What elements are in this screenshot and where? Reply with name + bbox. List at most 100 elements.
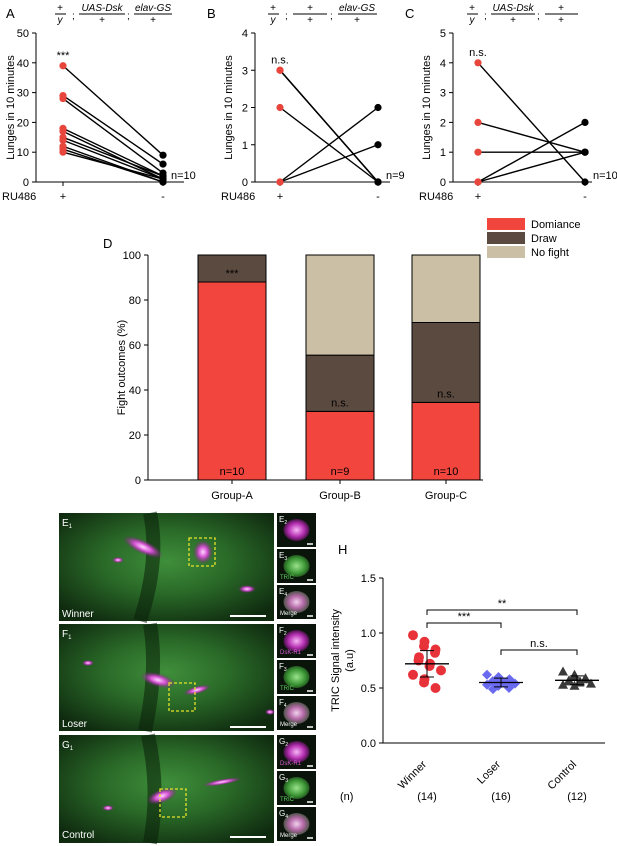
inset-channel-label: DsK-R1 [280,761,302,767]
data-point-control [558,666,568,676]
comparison-label: *** [458,611,472,623]
pair-line [62,65,164,156]
y-tick-label: 60 [129,340,141,352]
x-tick-label: Loser [475,758,503,786]
data-point-treated [59,148,67,156]
signal-cluster [183,684,211,696]
chart-panel-h: 0.0 0.5 1.0 1.5 TRIC Signal intensity (a.u) Wi… [330,573,605,803]
inset-label: G4 [279,809,288,820]
geno-b-sep-2: ; [330,11,333,22]
genotype-b: + y ; + + ; elav-GS + [268,3,377,26]
x-tick-label: + [60,191,66,203]
pair-line [62,136,164,177]
significance-label: *** [226,268,240,280]
panel-letter-c: C [405,6,414,21]
micrograph-e1 [59,513,274,621]
significance-label: n.s. [271,54,289,66]
inset-signal [283,777,310,799]
inset-signal [283,741,310,763]
inset-label: F3 [279,662,287,673]
microscopy-row-control: G1 Control [59,733,274,845]
data-point-control [581,148,589,156]
region-of-interest-box [168,682,196,712]
n-count-label: (14) [417,791,437,803]
panel-letter-b: B [207,6,216,21]
inset-signal [283,591,310,613]
x-tick-label: - [161,191,165,203]
inset-signal [283,666,310,688]
inset-label: G3 [279,773,288,784]
chart-panel-a: 0 10 20 30 40 50 + - RU486 Lunges in 10 minutes **… [2,28,196,203]
x-tick-label: Winner [396,758,429,791]
data-point-control [581,118,589,126]
bar-segment-draw [305,354,375,412]
y-tick-label: 2 [242,103,248,115]
y-tick-label: 1.0 [361,628,376,640]
inset-label: F4 [279,698,287,709]
signal-cluster [102,805,114,811]
inset-label: E4 [279,587,287,598]
y-tick-label: 40 [17,58,29,70]
signal-cluster [140,671,176,689]
comparison-label: n.s. [530,638,548,650]
pair-line [279,106,379,183]
geno-a-3-top: elav-GS [135,3,171,14]
geno-a-2-bottom: + [99,15,105,26]
y-axis-label: TRIC Signal intensity [330,609,342,712]
data-point-control [569,680,580,690]
y-tick-label: 2 [440,117,446,129]
significance-label: n.s. [437,388,455,400]
x-tick-label: + [475,191,481,203]
inset-channel-label: TRIC [280,575,295,581]
data-point-treated [474,118,482,126]
y-tick-label: 20 [17,117,29,129]
tissue-midline [133,511,161,624]
pair-line [62,139,164,180]
inset-channel-label: TRIC [280,797,295,803]
data-point-winner [436,665,446,676]
y-tick-label: 40 [129,385,141,397]
n-count-label: (12) [567,791,587,803]
data-point-control [586,678,596,688]
y-tick-label: 1.5 [361,573,376,585]
data-point-winner [430,683,441,693]
bar-segment-domiance [411,401,481,481]
y-axis-label: Lunges in 10 minutes [5,55,17,160]
comparison-bracket [426,622,502,628]
microscopy-row-loser: F1 Loser [59,622,275,733]
comparison-bracket [500,649,578,655]
significance-label: *** [57,50,71,62]
inset-channel-label: TRIC [280,686,295,692]
legend-label: No fight [531,247,569,259]
n-label: n=9 [331,466,350,478]
geno-b-2-top: + [307,3,313,14]
panel-letter-h: H [338,542,347,557]
geno-c-sep-2: ; [537,11,540,22]
pair-line [477,62,586,183]
micrograph-label-e1: E1 [62,518,73,530]
n-label: n=10 [220,466,245,478]
signal-cluster [82,660,94,666]
data-point-treated [276,66,284,74]
geno-c-1-bottom: y [469,15,476,26]
bar-segment-no-fight [305,254,375,356]
data-point-loser [504,683,514,693]
geno-a-1-top: + [57,3,63,14]
n-count-label: (16) [491,791,511,803]
geno-a-sep-1: ; [72,11,75,22]
data-point-winner [408,669,418,680]
geno-a-3-bottom: + [150,15,156,26]
data-point-winner [430,647,440,658]
signal-cluster [265,709,275,715]
pair-line [477,121,586,183]
inset-column: E2 E3 TRIC E4 Merge F2 DsK-R1 F3 TRIC F4 Merge G2 Ds… [277,513,316,841]
condition-label-loser: Loser [62,719,88,730]
region-of-interest-box [159,788,187,818]
geno-b-3-bottom: + [354,15,360,26]
chart-panel-c: 0 1 2 3 4 5 + - RU486 Lunges in 10 minutes n.s. n=1… [419,28,617,203]
y-tick-label: 50 [17,28,29,40]
y-tick-label: 3 [242,65,248,77]
x-tick-label: - [583,191,587,203]
y-tick-label: 4 [440,58,446,70]
